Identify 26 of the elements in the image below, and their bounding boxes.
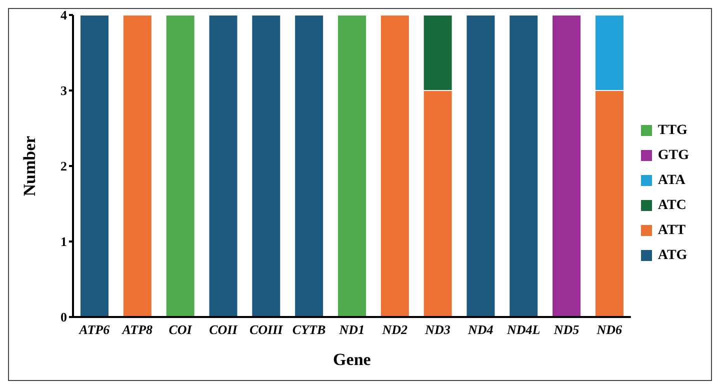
x-tick-label: ND5	[552, 322, 580, 338]
legend-label: ATG	[658, 248, 688, 264]
x-tick-label: ND4	[467, 322, 494, 338]
x-tick-label: ND1	[338, 322, 365, 338]
legend-label: TTG	[658, 122, 688, 138]
legend-label: ATC	[658, 198, 686, 214]
legend-label: ATA	[658, 172, 686, 188]
legend-label: GTG	[658, 148, 689, 164]
y-tick-label: 1	[60, 234, 67, 250]
x-tick-label: ND2	[381, 322, 408, 338]
y-tick-label: 2	[60, 158, 67, 174]
x-tick-label: COIII	[249, 322, 284, 338]
x-tick-label: ATP8	[121, 322, 154, 338]
y-tick-label: 4	[60, 8, 68, 23]
x-axis-title: Gene	[333, 350, 372, 369]
x-tick-label: COII	[209, 322, 238, 338]
y-axis-title: Number	[20, 135, 40, 196]
x-tick-label: ND3	[424, 322, 451, 338]
y-tick-label: 0	[60, 310, 67, 325]
x-tick-label: COI	[168, 322, 193, 338]
y-tick-label: 3	[60, 83, 68, 98]
x-tick-label: ND4L	[506, 322, 540, 338]
x-tick-label: ATP6	[78, 322, 110, 338]
legend-label: ATT	[658, 222, 686, 238]
x-tick-label: ND6	[596, 322, 623, 338]
x-tick-label: CYTB	[292, 322, 326, 338]
